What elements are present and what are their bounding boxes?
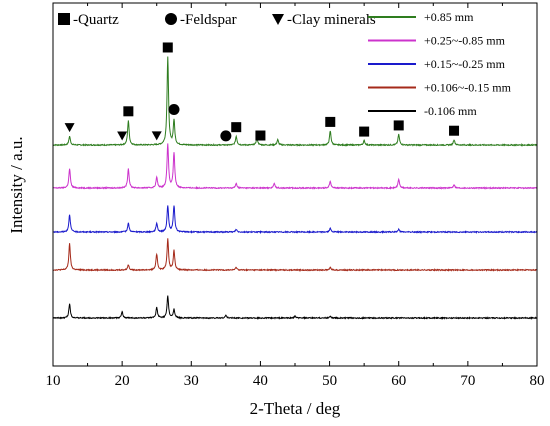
marker-key: -Quartz -Feldspar -Clay minerals: [58, 12, 376, 28]
marker-key-circle: [165, 13, 177, 25]
legend-label: -0.106 mm: [424, 104, 477, 118]
x-tick-label: 60: [391, 373, 406, 389]
x-tick-label: 70: [460, 373, 475, 389]
marker-key-triangle: [272, 14, 284, 25]
quartz-marker: [449, 125, 460, 136]
x-tick-label: 50: [322, 373, 337, 389]
x-axis-ticks: 10 20 30 40 50 60 70 80: [46, 3, 545, 389]
feldspar-marker: [168, 104, 180, 116]
x-tick-label: 20: [115, 373, 130, 389]
peak-annotations: [64, 42, 460, 142]
x-tick-label: 40: [253, 373, 268, 389]
x-tick-label: 30: [184, 373, 199, 389]
legend-label: +0.15~-0.25 mm: [424, 57, 506, 71]
feldspar-marker: [220, 130, 232, 142]
legend: +0.85 mm +0.25~-0.85 mm +0.15~-0.25 mm +0.1…: [368, 10, 512, 118]
y-axis-label: Intensity / a.u.: [7, 136, 26, 233]
trace-line: [52, 295, 538, 320]
clay-marker: [151, 131, 162, 141]
marker-key-label: -Quartz: [73, 12, 119, 28]
marker-key-square: [58, 13, 70, 25]
trace-line: [52, 238, 538, 272]
x-tick-label: 80: [530, 373, 545, 389]
marker-key-label: -Clay minerals: [287, 12, 376, 28]
legend-label: +0.85 mm: [424, 10, 474, 24]
quartz-marker: [123, 106, 134, 117]
quartz-marker: [325, 116, 336, 127]
quartz-marker: [359, 126, 370, 137]
x-tick-label: 10: [46, 373, 61, 389]
legend-label: +0.25~-0.85 mm: [424, 34, 506, 48]
quartz-marker: [255, 130, 266, 141]
quartz-marker: [393, 120, 404, 131]
trace-line: [52, 205, 538, 234]
trace-line: [52, 56, 538, 147]
x-axis-label: 2-Theta / deg: [250, 399, 341, 418]
marker-key-label: -Feldspar: [180, 12, 237, 28]
quartz-marker: [162, 42, 173, 53]
series-traces: [52, 56, 538, 320]
legend-label: +0.106~-0.15 mm: [424, 81, 512, 95]
quartz-marker: [231, 122, 242, 133]
clay-marker: [117, 131, 128, 141]
trace-line: [52, 143, 538, 190]
clay-marker: [64, 123, 75, 133]
